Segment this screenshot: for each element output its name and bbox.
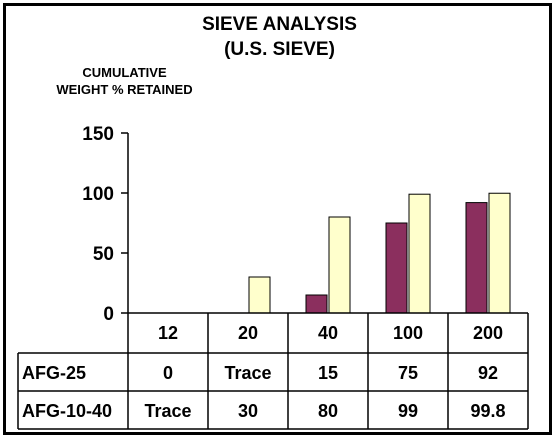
bar-afg-25-100 <box>385 222 408 314</box>
bar-afg-10-40-40 <box>328 216 351 314</box>
table-cell-afg-25-100: 75 <box>398 363 418 383</box>
y-axis-label-line2: WEIGHT % RETAINED <box>56 82 193 97</box>
table-cell-afg-25-12: 0 <box>163 363 173 383</box>
table-cell-afg-10-40-12: Trace <box>144 401 191 421</box>
table-row-label-afg-25: AFG-25 <box>22 363 86 383</box>
table-cell-afg-10-40-200: 99.8 <box>470 401 505 421</box>
table-cell-afg-10-40-100: 99 <box>398 401 418 421</box>
bar-afg-25-40 <box>305 294 328 314</box>
y-tick-label-0: 0 <box>103 304 114 325</box>
category-label-100: 100 <box>393 323 423 343</box>
table-cell-afg-10-40-40: 80 <box>318 401 338 421</box>
chart-frame <box>3 3 552 435</box>
y-axis-label-line1: CUMULATIVE <box>82 65 167 80</box>
category-label-200: 200 <box>473 323 503 343</box>
y-tick-label-50: 50 <box>93 244 114 265</box>
y-tick-label-100: 100 <box>82 184 114 205</box>
y-tick-label-150: 150 <box>82 124 114 145</box>
table-cell-afg-25-40: 15 <box>318 363 338 383</box>
table-cell-afg-25-20: Trace <box>224 363 271 383</box>
category-label-20: 20 <box>238 323 258 343</box>
bar-afg-10-40-20 <box>248 276 271 314</box>
bar-afg-25-200 <box>465 202 488 314</box>
table-row-label-afg-10-40: AFG-10-40 <box>22 401 112 421</box>
category-label-40: 40 <box>318 323 338 343</box>
chart-subtitle: (U.S. SIEVE) <box>224 39 335 60</box>
category-label-12: 12 <box>158 323 178 343</box>
chart-title: SIEVE ANALYSIS <box>202 14 357 35</box>
table-cell-afg-10-40-20: 30 <box>238 401 258 421</box>
bar-afg-10-40-200 <box>488 192 511 314</box>
table-cell-afg-25-200: 92 <box>478 363 498 383</box>
bar-afg-10-40-100 <box>408 193 431 314</box>
